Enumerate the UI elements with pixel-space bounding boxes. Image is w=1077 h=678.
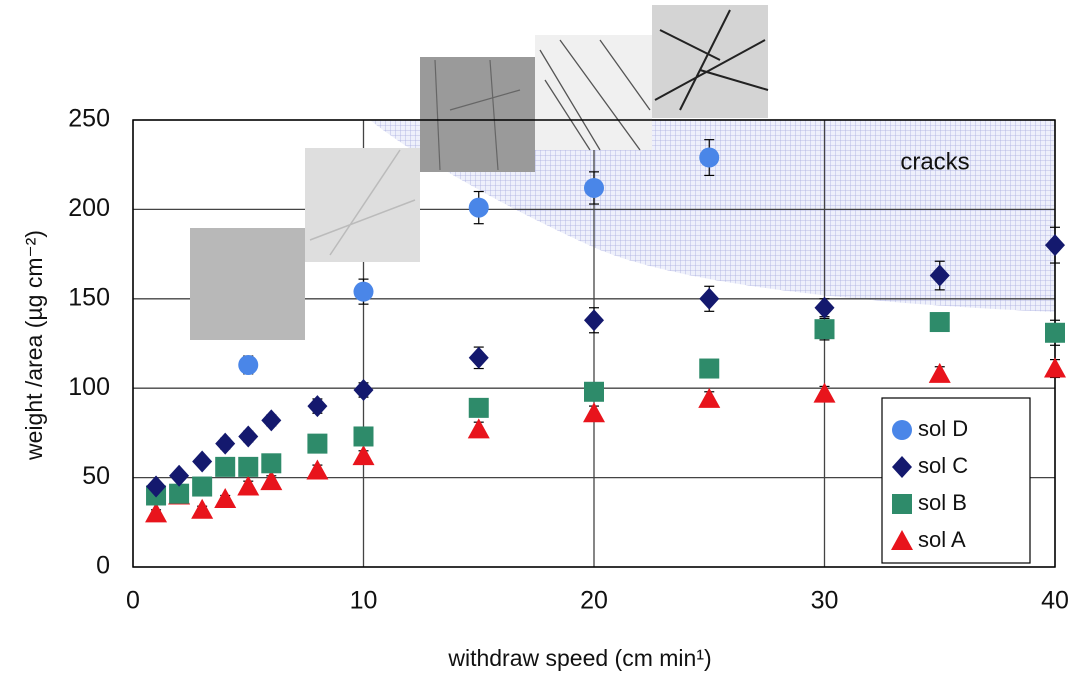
marker [699, 148, 719, 168]
marker [307, 434, 327, 454]
marker [930, 312, 950, 332]
x-tick-label: 20 [580, 587, 608, 615]
marker [584, 178, 604, 198]
marker [469, 198, 489, 218]
y-tick-label: 200 [68, 194, 110, 222]
legend-marker [892, 494, 912, 514]
legend-label: sol C [918, 453, 968, 478]
page: {"chart_data": { "type": "scatter", "x_l… [0, 0, 1077, 678]
marker [261, 453, 281, 473]
x-tick-label: 0 [126, 587, 140, 615]
marker [215, 457, 235, 477]
marker [1045, 323, 1065, 343]
y-axis-label: weight /area (µg cm⁻²) [21, 230, 47, 461]
y-tick-label: 150 [68, 283, 110, 311]
y-tick-label: 250 [68, 105, 110, 133]
chart: cracks withdraw speed (cm min¹) weight /… [0, 0, 1077, 678]
marker [584, 382, 604, 402]
micrograph [190, 228, 305, 340]
x-tick-label: 10 [350, 587, 378, 615]
micrograph [652, 5, 768, 118]
annotation: cracks [900, 148, 969, 175]
legend-label: sol B [918, 490, 967, 515]
legend-label: sol D [918, 416, 968, 441]
y-tick-label: 0 [96, 552, 110, 580]
y-tick-label: 50 [82, 462, 110, 490]
marker [238, 457, 258, 477]
legend-label: sol A [918, 527, 966, 552]
marker [815, 319, 835, 339]
marker [238, 355, 258, 375]
y-tick-label: 100 [68, 373, 110, 401]
marker [192, 477, 212, 497]
legend-marker [892, 420, 912, 440]
marker [354, 282, 374, 302]
x-tick-label: 40 [1041, 587, 1069, 615]
marker [354, 426, 374, 446]
x-axis-label: withdraw speed (cm min¹) [447, 645, 711, 671]
marker [699, 359, 719, 379]
marker [469, 398, 489, 418]
x-tick-label: 30 [811, 587, 839, 615]
